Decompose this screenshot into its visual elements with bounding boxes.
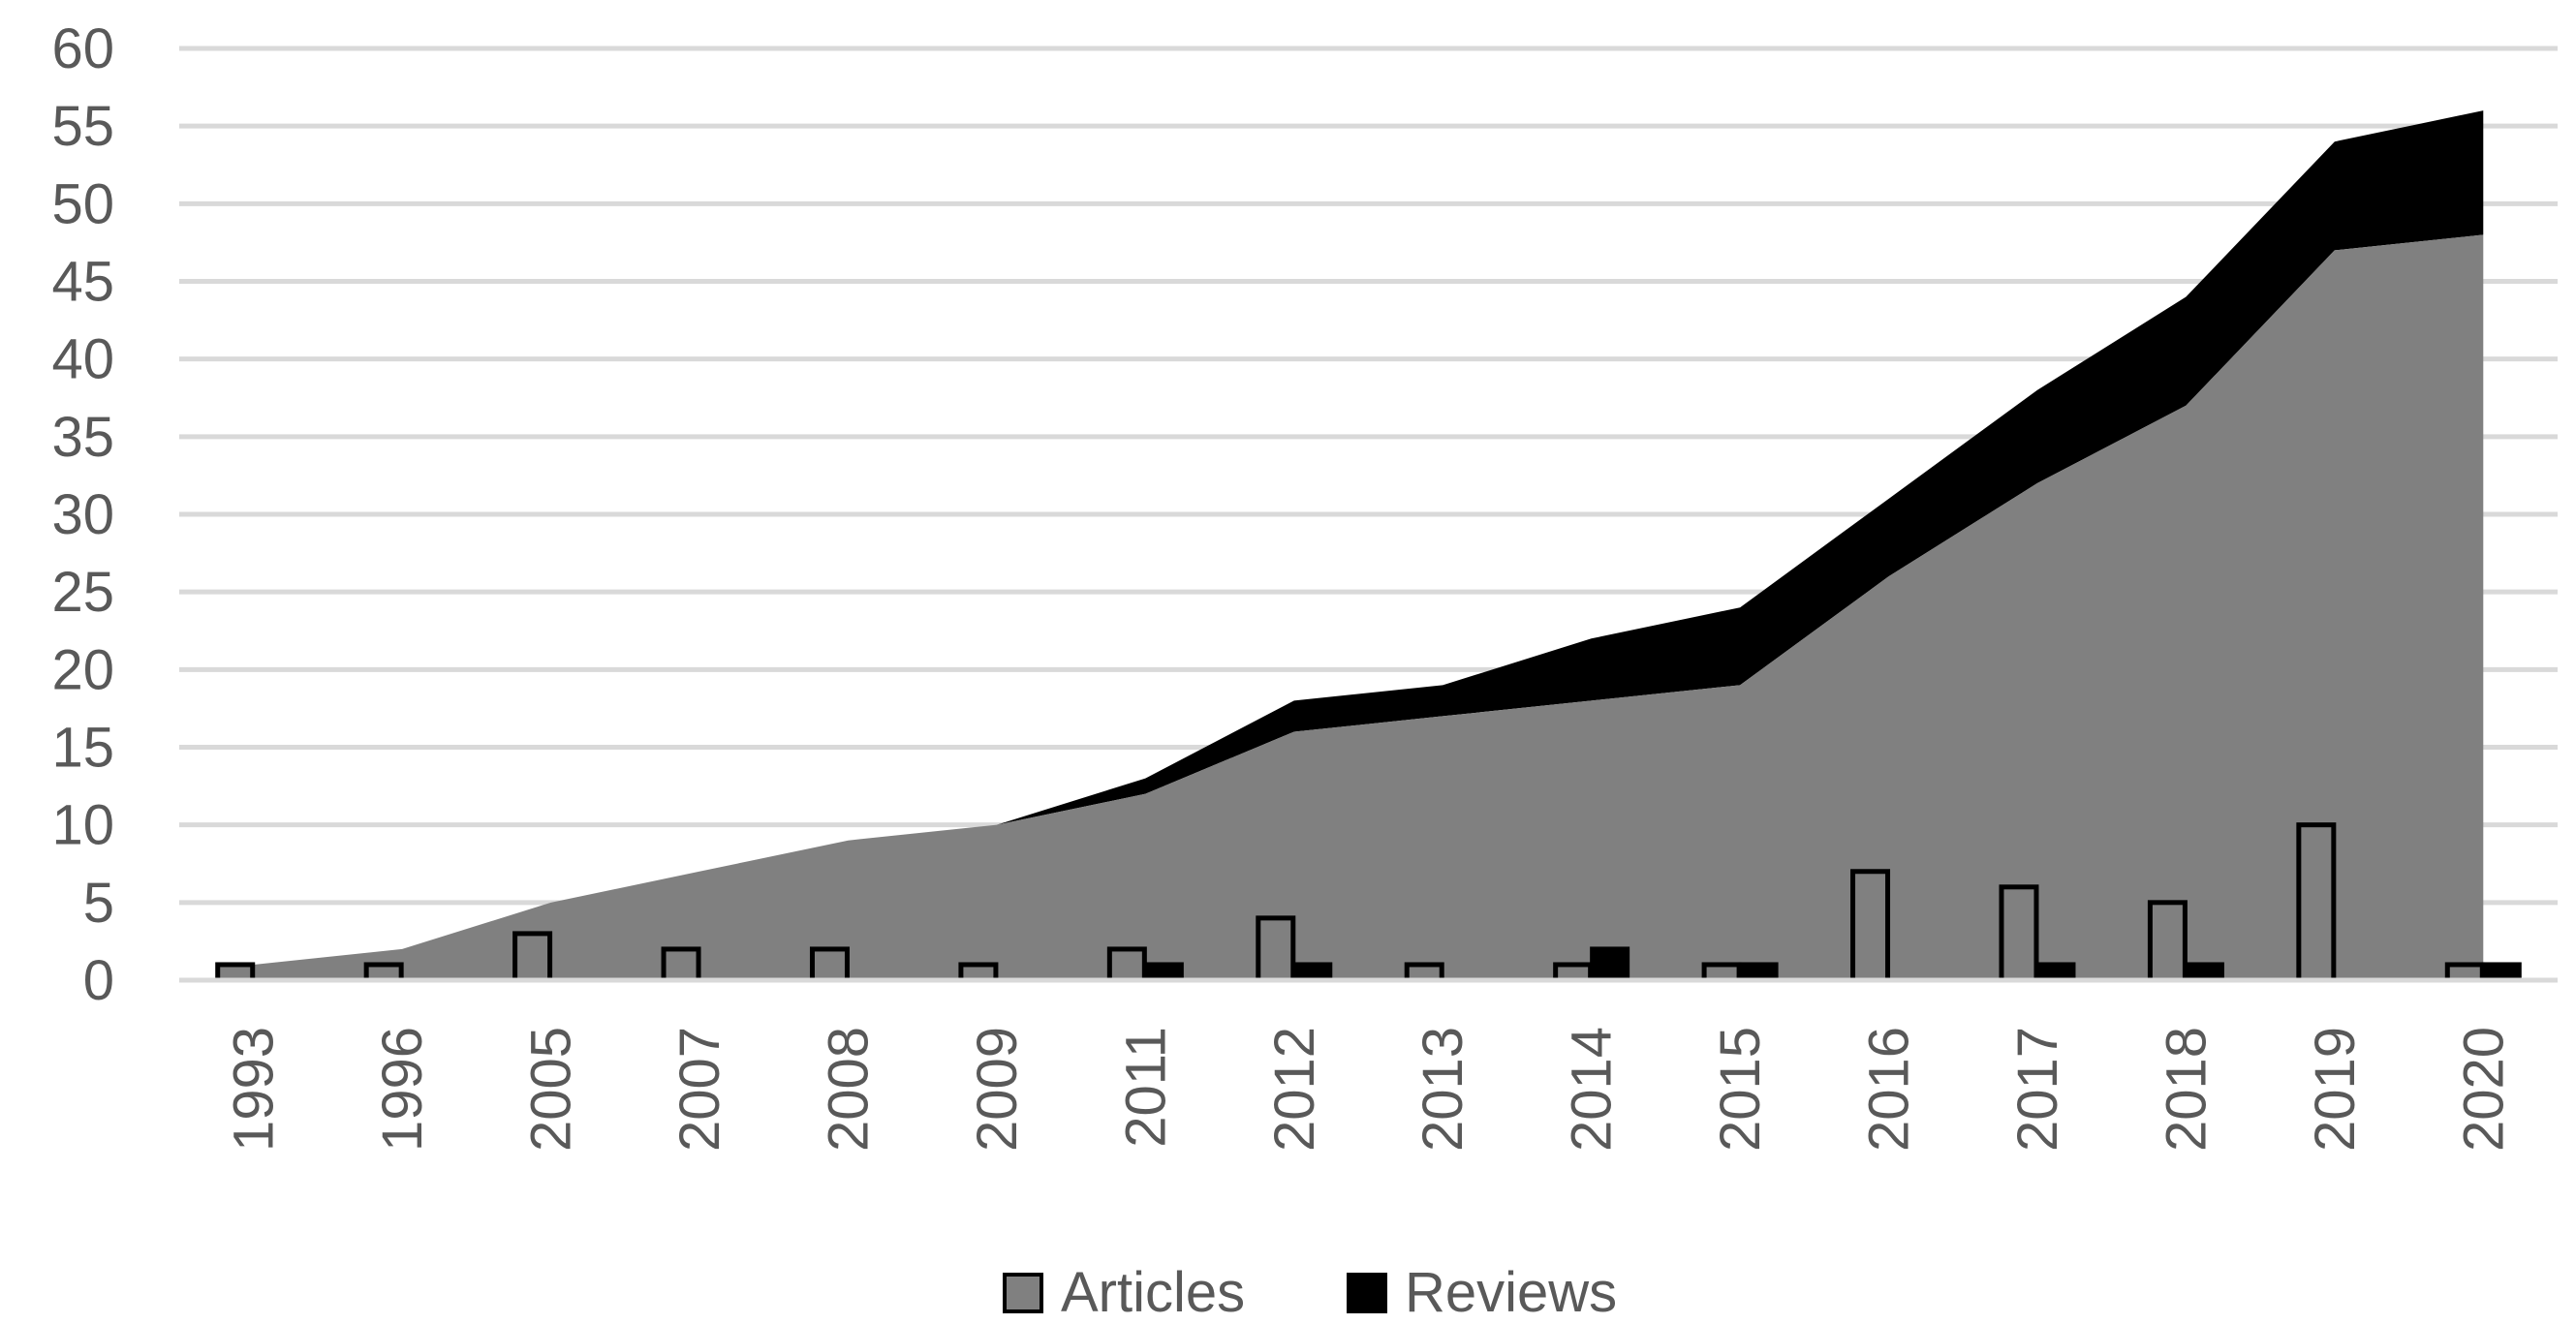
cumulative-areas bbox=[253, 110, 2484, 980]
bar-articles bbox=[1256, 915, 1296, 983]
legend-label-articles: Articles bbox=[1061, 1261, 1245, 1324]
y-tick-label: 5 bbox=[83, 872, 114, 935]
x-tick-label: 1996 bbox=[371, 1027, 434, 1152]
bar-articles bbox=[809, 946, 850, 983]
gridlines bbox=[179, 46, 2558, 906]
x-tick-label: 1993 bbox=[223, 1027, 286, 1152]
x-tick-label: 2011 bbox=[1114, 1027, 1177, 1148]
x-tick-label: 2009 bbox=[966, 1027, 1029, 1152]
y-tick-label: 35 bbox=[51, 406, 114, 469]
x-tick-label: 2012 bbox=[1263, 1027, 1326, 1152]
y-tick-label: 40 bbox=[51, 328, 114, 391]
legend: Articles Reviews bbox=[1003, 1261, 1617, 1324]
axes: 0 5 10 15 20 25 30 35 40 45 50 55 60 1993 1996 2005 2007… bbox=[51, 17, 2558, 1152]
x-tick-label: 2007 bbox=[668, 1027, 731, 1152]
legend-swatch-reviews bbox=[1347, 1273, 1387, 1313]
x-tick-label: 2014 bbox=[1561, 1027, 1624, 1152]
bar-articles bbox=[661, 946, 701, 983]
bars bbox=[215, 822, 2522, 983]
x-tick-label: 2016 bbox=[1858, 1027, 1921, 1152]
x-tick-label: 2015 bbox=[1709, 1027, 1772, 1152]
bar-articles bbox=[1999, 884, 2039, 983]
x-tick-label: 2018 bbox=[2155, 1027, 2218, 1152]
y-tick-label: 30 bbox=[51, 483, 114, 546]
legend-label-reviews: Reviews bbox=[1405, 1261, 1617, 1324]
x-tick-label: 2013 bbox=[1412, 1027, 1474, 1152]
y-tick-label: 55 bbox=[51, 95, 114, 158]
legend-swatch-articles bbox=[1003, 1273, 1043, 1313]
bar-articles bbox=[1850, 869, 1891, 983]
y-tick-label: 25 bbox=[51, 561, 114, 624]
y-tick-label: 45 bbox=[51, 251, 114, 314]
x-tick-label: 2019 bbox=[2304, 1027, 2367, 1152]
y-tick-label: 10 bbox=[51, 794, 114, 857]
bar-articles bbox=[1106, 946, 1147, 983]
bar-articles bbox=[2147, 900, 2188, 983]
x-tick-label: 2020 bbox=[2452, 1027, 2515, 1152]
bar-articles bbox=[512, 931, 553, 983]
y-tick-label: 0 bbox=[83, 949, 114, 1012]
y-tick-label: 20 bbox=[51, 638, 114, 701]
y-tick-label: 60 bbox=[51, 17, 114, 80]
bar-articles bbox=[2296, 822, 2337, 983]
x-tick-label: 2008 bbox=[817, 1027, 880, 1152]
x-tick-label: 2005 bbox=[520, 1027, 583, 1152]
bar-reviews bbox=[1590, 946, 1630, 983]
y-tick-label: 15 bbox=[51, 717, 114, 780]
x-tick-label: 2017 bbox=[2006, 1027, 2069, 1152]
y-tick-label: 50 bbox=[51, 172, 114, 235]
area-articles-cumulative bbox=[253, 234, 2484, 980]
